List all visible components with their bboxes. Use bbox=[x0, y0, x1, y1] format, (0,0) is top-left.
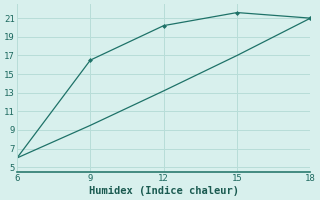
X-axis label: Humidex (Indice chaleur): Humidex (Indice chaleur) bbox=[89, 186, 239, 196]
